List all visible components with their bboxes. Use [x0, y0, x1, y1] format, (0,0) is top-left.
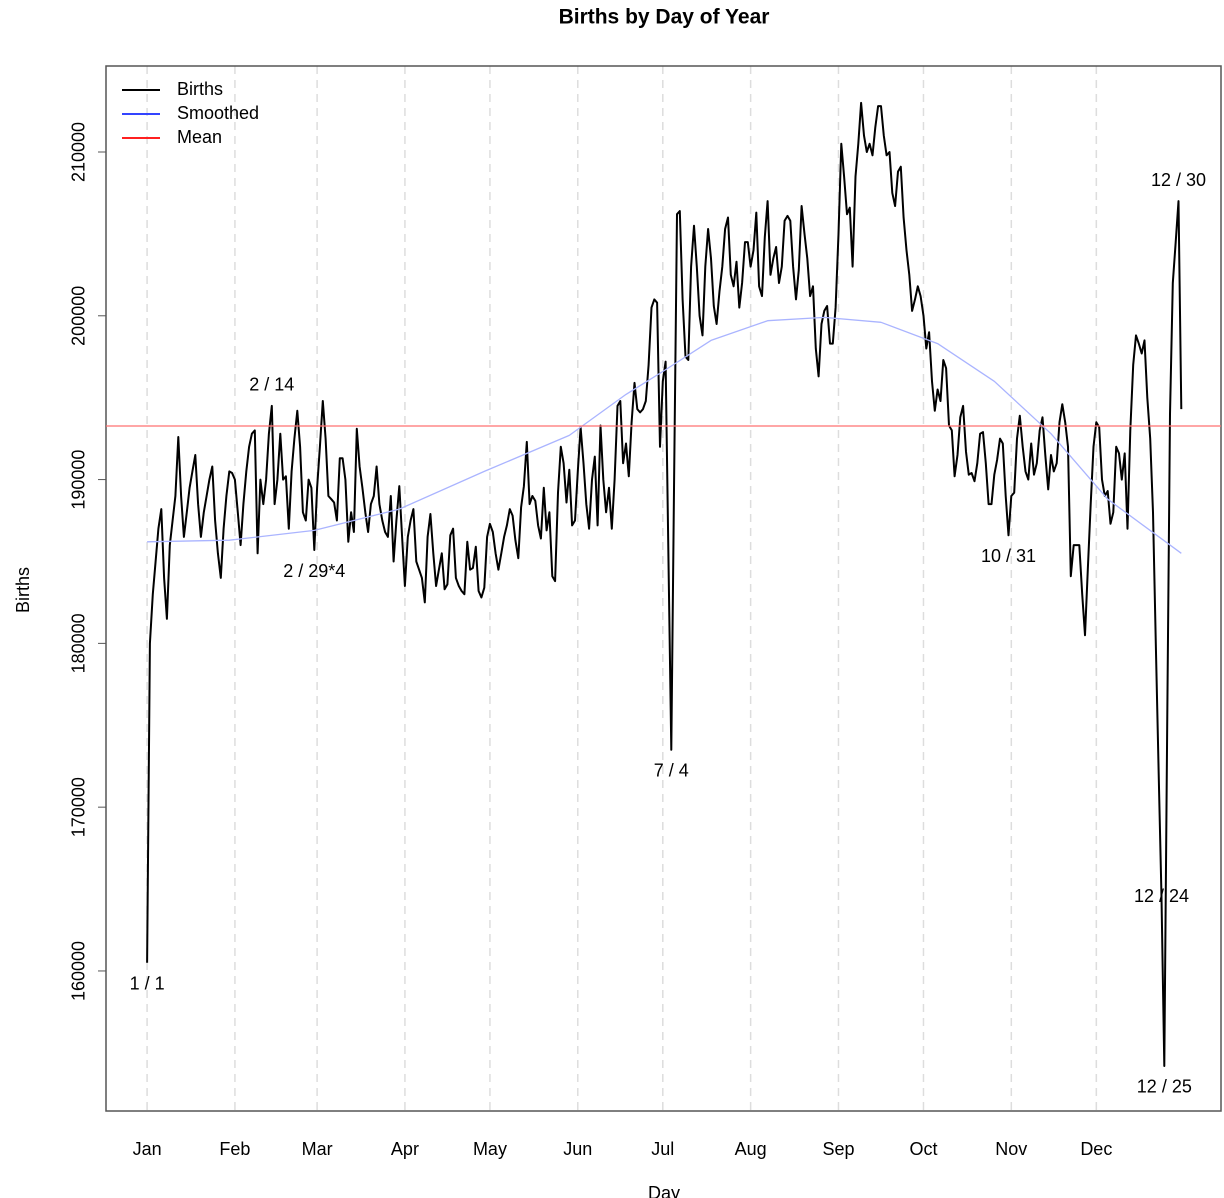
annotation: 2 / 29*4: [283, 561, 345, 581]
y-axis-label: Births: [13, 567, 33, 613]
annotation: 7 / 4: [654, 761, 689, 781]
annotation: 1 / 1: [130, 974, 165, 994]
x-tick-label: Sep: [822, 1139, 854, 1159]
x-tick-label: Mar: [302, 1139, 333, 1159]
x-tick-label: Jul: [651, 1139, 674, 1159]
y-tick-label: 180000: [69, 613, 89, 673]
y-tick-label: 190000: [69, 450, 89, 510]
x-tick-label: Nov: [995, 1139, 1027, 1159]
x-tick-label: Oct: [909, 1139, 937, 1159]
y-tick-label: 170000: [69, 777, 89, 837]
series-line: [147, 316, 1182, 554]
plot-frame: [105, 65, 1222, 1112]
legend-label: Births: [177, 79, 223, 99]
y-tick-label: 200000: [69, 286, 89, 346]
x-tick-label: Jun: [563, 1139, 592, 1159]
annotation: 2 / 14: [249, 375, 294, 395]
x-axis-label: Day: [648, 1183, 680, 1198]
x-tick-label: Feb: [219, 1139, 250, 1159]
series-line: [146, 101, 1183, 1067]
annotation: 10 / 31: [981, 546, 1036, 566]
y-tick-label: 210000: [69, 122, 89, 182]
x-tick-label: Jan: [133, 1139, 162, 1159]
legend-label: Mean: [177, 127, 222, 147]
annotation: 12 / 24: [1134, 886, 1189, 906]
annotation: 12 / 30: [1151, 170, 1206, 190]
x-tick-label: May: [473, 1139, 507, 1159]
legend-label: Smoothed: [177, 103, 259, 123]
x-tick-label: Aug: [735, 1139, 767, 1159]
y-tick-label: 160000: [69, 941, 89, 1001]
x-tick-label: Dec: [1080, 1139, 1112, 1159]
annotation: 12 / 25: [1137, 1077, 1192, 1097]
x-tick-label: Apr: [391, 1139, 419, 1159]
chart-title: Births by Day of Year: [559, 6, 770, 29]
